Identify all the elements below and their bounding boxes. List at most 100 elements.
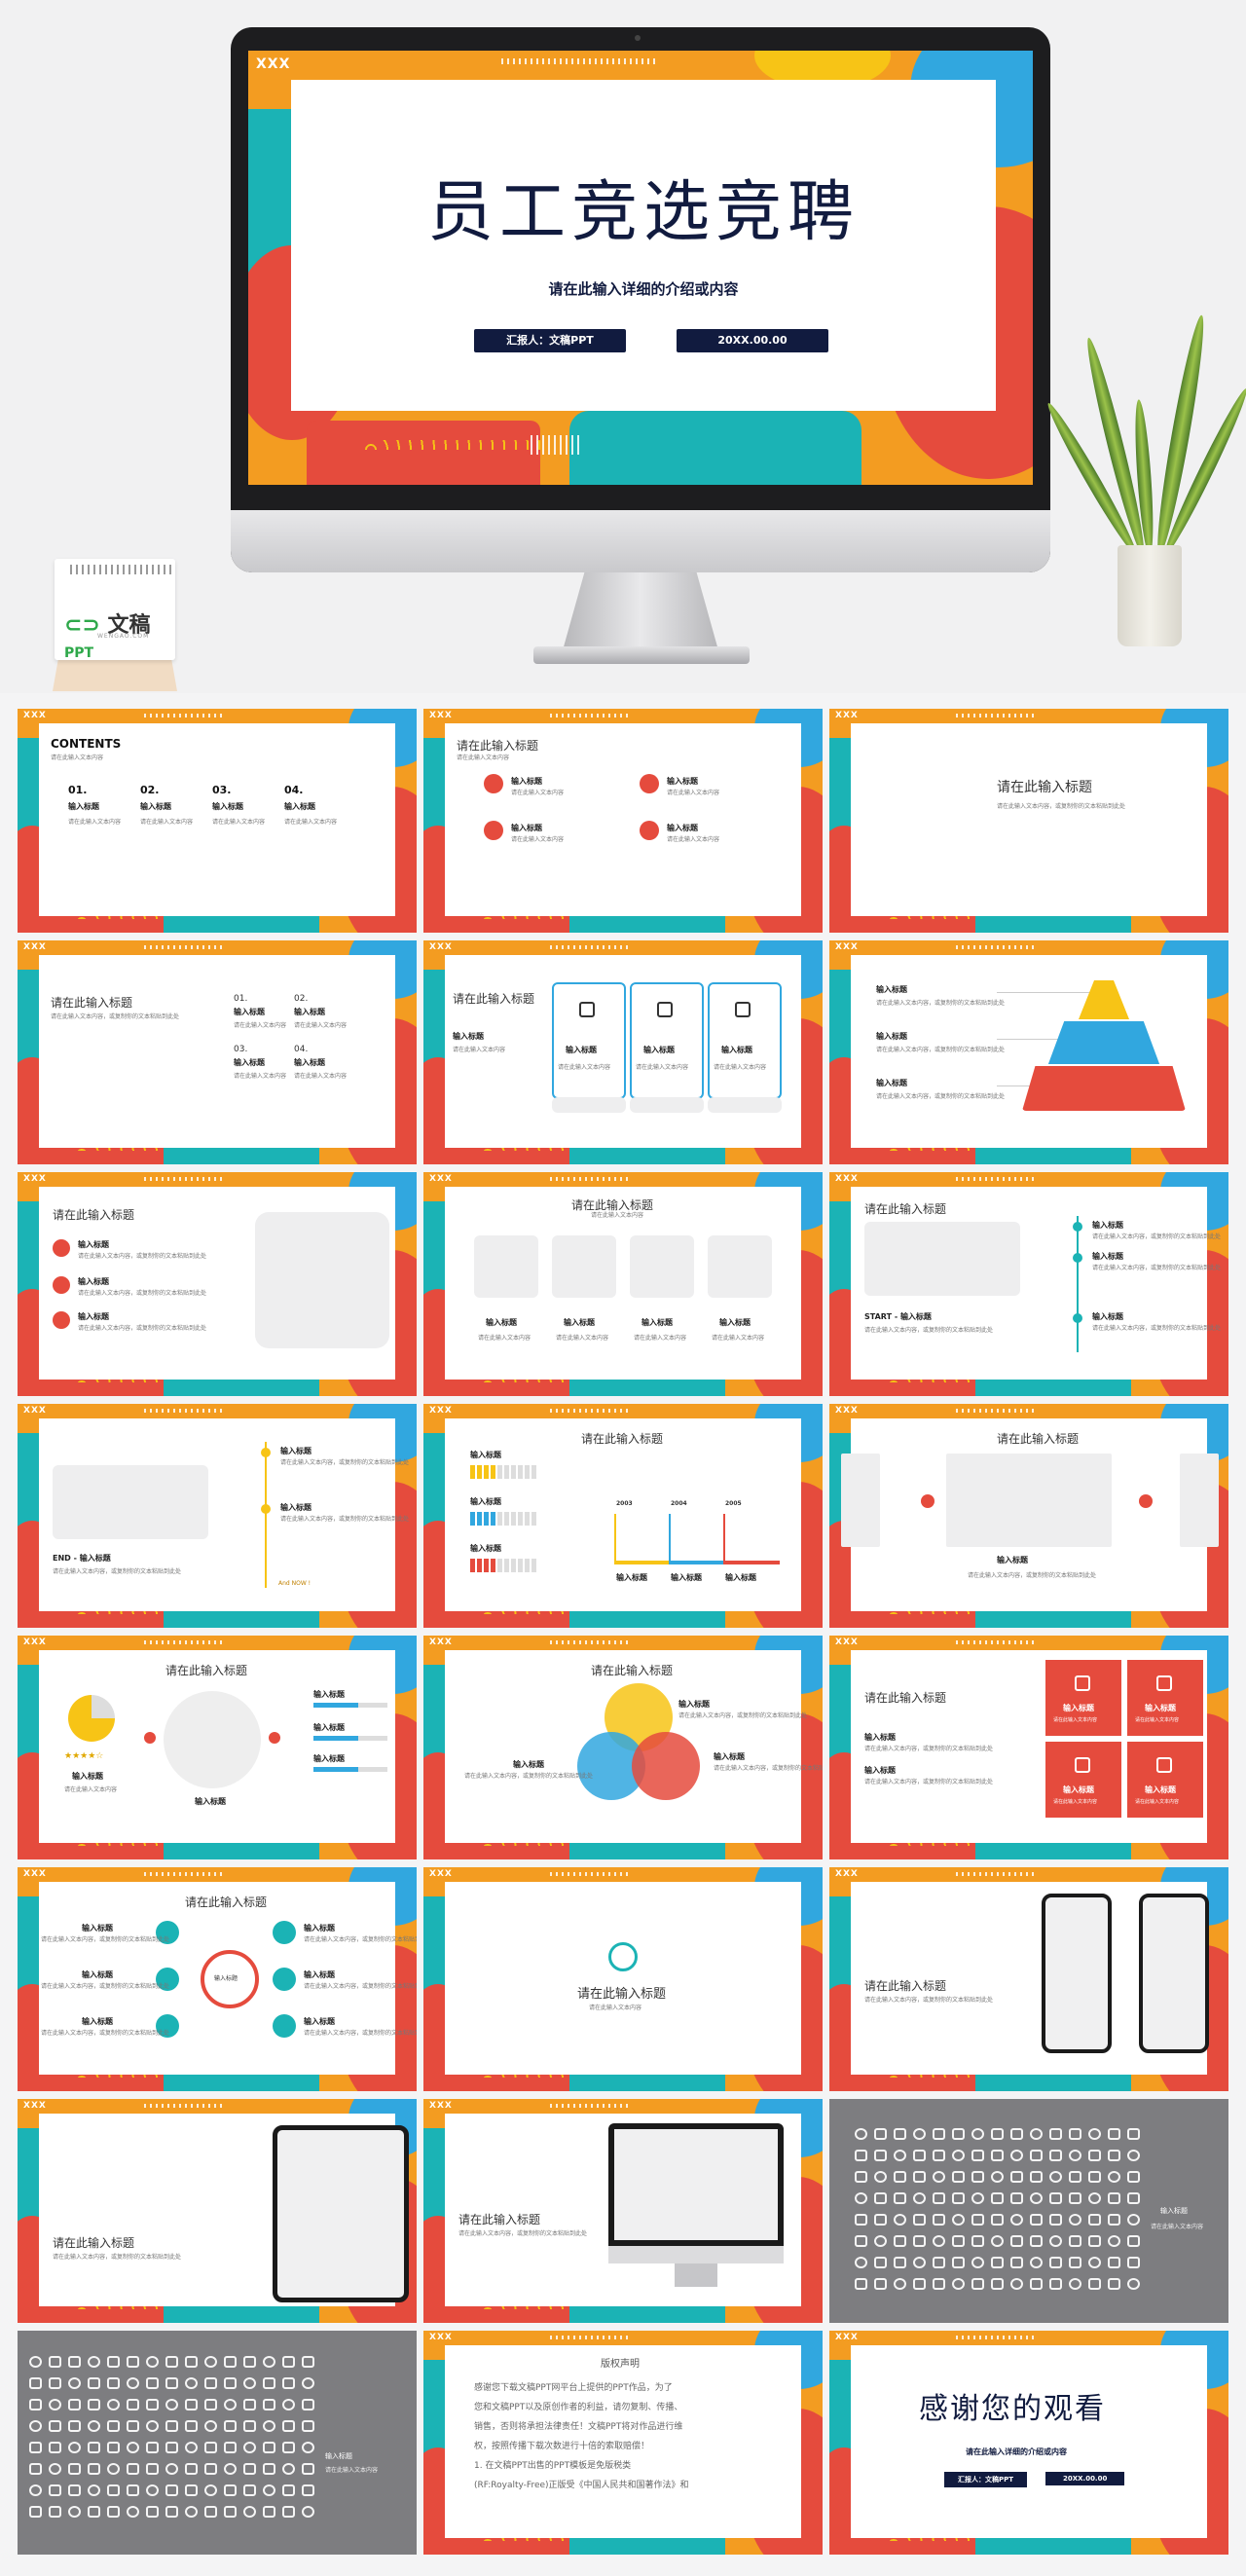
slide-thumbnail[interactable]: XXX 请在此输入标题 输入标题 请在此输入文本内容 输入标题 请在此输入文本内容 输入标题… [423,940,823,1164]
library-icon [952,2257,965,2268]
section-desc: 请在此输入文本内容 [294,1022,348,1029]
library-icon [107,2377,120,2389]
item-desc: 请在此输入文本内容 [667,790,720,796]
pyramid-desc: 请在此输入文本内容，或复制你的文本粘贴到此处 [876,1000,1006,1007]
slide-thumbnail[interactable]: XXX 请在此输入标题 输入标题 输入标题 请在此输入文本内容，或复制你的文本粘贴到此处… [18,1867,417,2091]
progress-segment [477,1512,482,1526]
library-icon [874,2214,887,2226]
slide-title: 请在此输入标题 [577,1987,667,2002]
copyright-line: (RF:Royalty-Free)正版受《中国人民共和国著作法》和 [474,2481,689,2490]
library-icon [127,2356,139,2368]
library-icon [855,2192,867,2204]
library-icon [165,2484,178,2496]
progress-segment [491,1512,495,1526]
timeline-node [1073,1313,1082,1323]
library-icon [894,2257,906,2268]
slide-thumbnail[interactable]: XXX END - 输入标题 请在此输入文本内容，或复制你的文本粘贴到此处 输入标题请… [18,1404,417,1628]
feature-icon [273,1921,296,1944]
hero-title: 员工竞选竞聘 [426,174,860,251]
library-icon [1010,2257,1023,2268]
slide-card: 请在此输入标题 请在此输入文本内容 输入标题 请在此输入文本内容 输入标题 请在此输入文本… [445,723,801,916]
slide-thumbnail[interactable]: XXX 版权声明 感谢您下载文稿PPT网平台上提供的PPT作品，为了 您和文稿PPT以… [423,2331,823,2555]
library-icon [88,2463,100,2475]
library-icon [1088,2171,1101,2183]
library-icon [282,2377,295,2389]
library-icon [1030,2278,1043,2290]
reporter-pill: 汇报人：文稿PPT [944,2472,1028,2487]
pie-label: 输入标题 [72,1772,103,1781]
library-icon [1108,2214,1120,2226]
xxx-mark: XXX [835,942,859,952]
tile-icon [1156,1757,1172,1773]
library-icon [933,2150,945,2161]
library-icon [971,2214,984,2226]
slide-thumbnail[interactable]: XXX 请在此输入标题 请在此输入文本内容，或复制你的文本粘贴到此处 [18,2099,417,2323]
library-icon [146,2420,159,2432]
card-label: 输入标题 [643,1046,675,1054]
document-icon [657,1002,673,1017]
side-label: 输入标题 [864,1766,896,1775]
slide-thumbnail[interactable]: XXX 请在此输入标题 请在此输入文本内容，或复制你的文本粘贴到此处 01. 输入标题请… [18,940,417,1164]
library-icon [302,2463,314,2475]
slide-thumbnail[interactable]: XXX 请在此输入标题 输入标题 输入标题 输入标题 2003 输入标题 2004 输入标题 20… [423,1404,823,1628]
star-icon: ★★★★☆ [64,1751,104,1761]
slide-thumbnail[interactable]: XXX 感谢您的观看 请在此输入详细的介绍或内容 汇报人：文稿PPT 20XX.00.0… [829,2331,1228,2555]
library-icon [68,2442,81,2453]
slide-thumbnail[interactable]: XXX 请在此输入标题 请在此输入文本内容，或复制你的文本粘贴到此处 [423,2099,823,2323]
item-icon [640,774,659,793]
slide-thumbnail[interactable]: XXX 请在此输入标题 请在此输入文本内容 [423,1867,823,2091]
progress-segment [518,1512,523,1526]
library-icon [146,2377,159,2389]
slide-card: 请在此输入标题 请在此输入文本内容，或复制你的文本粘贴到此处 [851,1882,1209,2075]
card-label: 输入标题 [566,1046,597,1054]
library-icon [127,2442,139,2453]
pie-icon [68,1695,115,1742]
library-icon [991,2192,1004,2204]
slide-thumbnail[interactable]: XXX 请在此输入标题 输入标题 请在此输入文本内容，或复制你的文本粘贴到此处 [829,1404,1228,1628]
slide-thumbnail[interactable]: XXX 请在此输入标题 请在此输入文本内容 输入标题 请在此输入文本内容 输入标题 请在此输… [423,1172,823,1396]
library-icon [29,2506,42,2518]
library-icon [224,2442,237,2453]
feature-desc: 请在此输入文本内容，或复制你的文本粘贴到此处 [41,2030,170,2037]
section-label: 输入标题 [294,1058,325,1067]
slide-thumbnail[interactable]: XXX 请在此输入标题 ★★★★☆ 输入标题 请在此输入文本内容 输入标题 输入标题 输入标题… [18,1636,417,1859]
progress-segment [491,1559,495,1572]
library-icon [263,2399,275,2410]
copyright-line: 感谢您下载文稿PPT网平台上提供的PPT作品，为了 [474,2383,673,2393]
item-desc: 请在此输入文本内容 [511,836,565,843]
library-icon [874,2171,887,2183]
library-icon [1010,2235,1023,2247]
library-icon [88,2377,100,2389]
contents-heading: CONTENTS [51,737,122,751]
library-icon [107,2463,120,2475]
slide-title: 请在此输入标题 [591,1664,674,1677]
slide-card: CONTENTS 请在此输入文本内容 01. 输入标题 请在此输入文本内容 02. 输入标题… [39,723,395,916]
slide-thumbnail[interactable]: XXX 输入标题 请在此输入文本内容，或复制你的文本粘贴到此处 输入标题 请在此输入文本… [829,940,1228,1164]
feature-label: 输入标题 [82,2017,113,2026]
library-icon [282,2420,295,2432]
library-icon [1088,2235,1101,2247]
slide-thumbnail[interactable]: XXX 请在此输入标题 请在此输入文本内容 输入标题 请在此输入文本内容 输入标题 请在此输… [423,709,823,933]
slide-thumbnail[interactable]: XXX 请在此输入标题 请在此输入文本内容，或复制你的文本粘贴到此处 [829,1867,1228,2091]
icon-library-slide[interactable]: 输入标题 请在此输入文本内容 [829,2099,1228,2323]
xxx-mark: XXX [429,1406,453,1416]
pyramid-label: 输入标题 [876,1032,907,1041]
slide-thumbnail[interactable]: XXX 请在此输入标题 START - 输入标题 请在此输入文本内容，或复制你的文本粘… [829,1172,1228,1396]
slide-title: 请在此输入标题 [457,739,539,753]
library-icon [1049,2150,1062,2161]
library-icon [894,2128,906,2140]
progress-segment [470,1512,475,1526]
slide-thumbnail[interactable]: XXX 请在此输入标题 输入标题 请在此输入文本内容，或复制你的文本粘贴到此处 输入标题… [423,1636,823,1859]
library-icon [107,2420,120,2432]
slide-thumbnail[interactable]: XXX CONTENTS 请在此输入文本内容 01. 输入标题 请在此输入文本内容 02. 输… [18,709,417,933]
slide-thumbnail[interactable]: XXX 请在此输入标题 输入标题 请在此输入文本内容，或复制你的文本粘贴到此处 输入标题… [829,1636,1228,1859]
timeline-label: 输入标题 [1092,1252,1123,1261]
library-icon [971,2150,984,2161]
slide-thumbnail[interactable]: XXX 请在此输入标题 请在此输入文本内容，或复制你的文本粘贴到此处 [829,709,1228,933]
library-icon [49,2420,61,2432]
title-slide[interactable]: XXX 员工竞选竞聘 请在此输入详细的介绍或内容 汇报人：文稿PPT 20XX.… [248,51,1033,485]
icon-library-slide[interactable]: 输入标题 请在此输入文本内容 [18,2331,417,2555]
library-icon [855,2257,867,2268]
library-icon [302,2484,314,2496]
slide-thumbnail[interactable]: XXX 请在此输入标题 输入标题 请在此输入文本内容，或复制你的文本粘贴到此处 输入标题… [18,1172,417,1396]
